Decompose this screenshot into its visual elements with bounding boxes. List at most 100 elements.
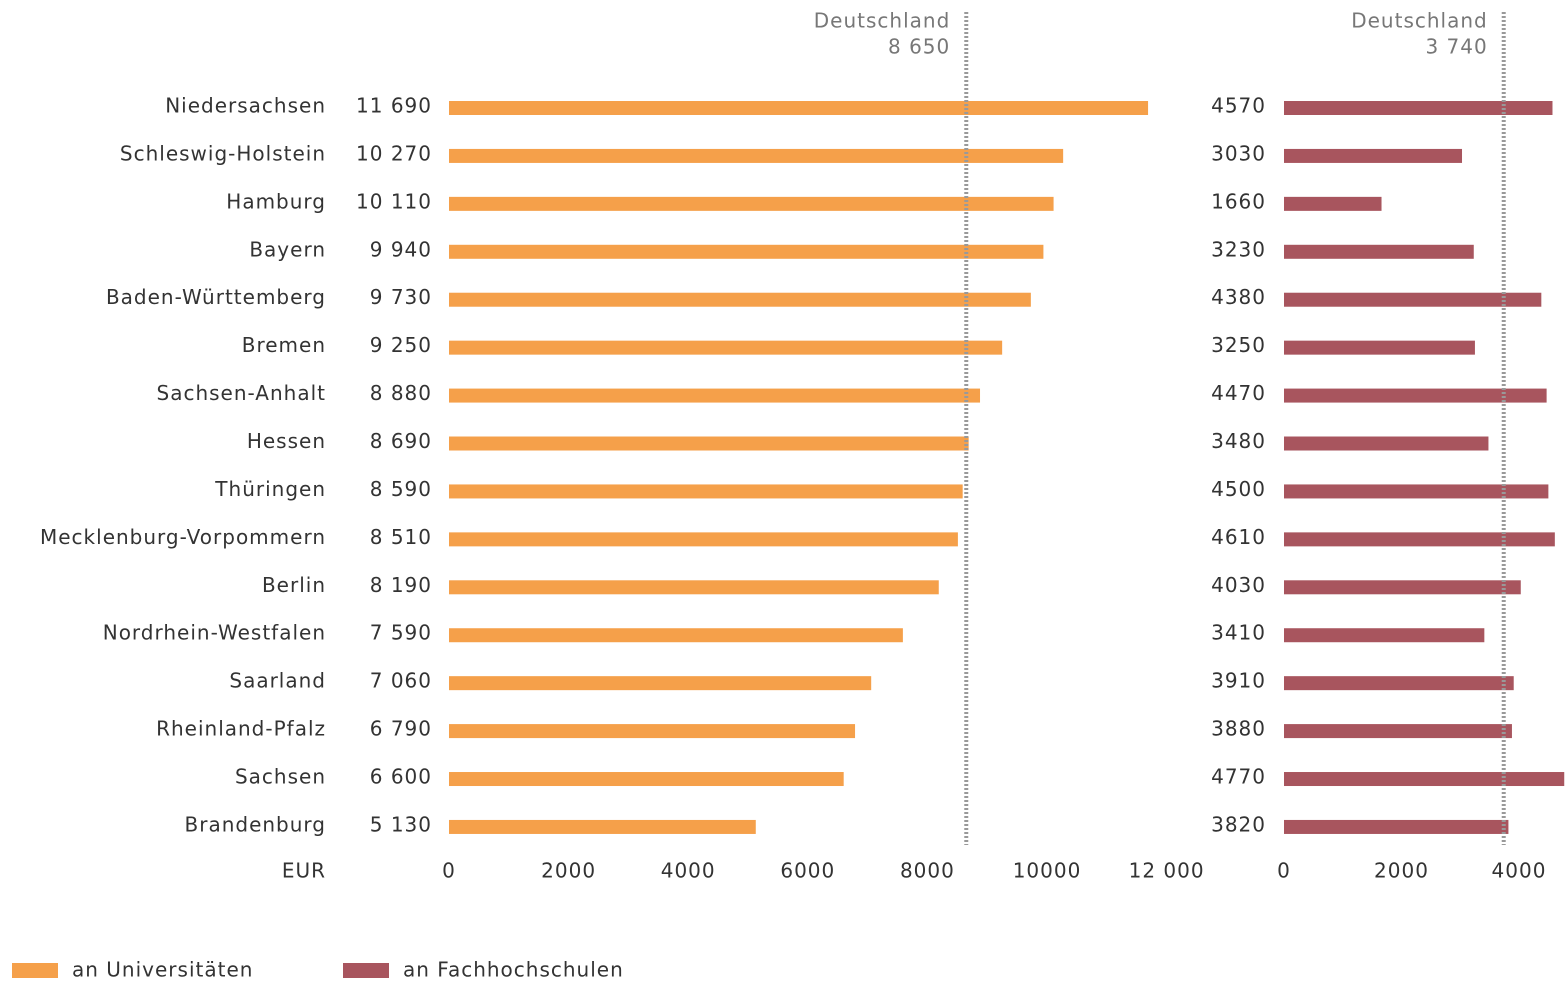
value-label: 9 940 — [370, 237, 432, 261]
value-label: 4610 — [1211, 525, 1266, 549]
category-label: Brandenburg — [185, 812, 327, 836]
category-label: Thüringen — [214, 477, 326, 501]
value-label: 3230 — [1211, 237, 1266, 261]
value-label: 4030 — [1211, 573, 1266, 597]
category-label: Saarland — [229, 669, 326, 693]
bar — [449, 772, 844, 787]
legend-swatch — [343, 963, 389, 978]
value-label: 8 190 — [370, 573, 432, 597]
bar — [1284, 772, 1565, 787]
legend-label: an Fachhochschulen — [403, 958, 624, 981]
bar — [449, 580, 939, 595]
bar — [449, 484, 963, 499]
bar — [449, 676, 872, 691]
value-label: 3410 — [1211, 621, 1266, 645]
x-tick-label: 8000 — [900, 859, 955, 883]
x-tick-label: 0 — [442, 859, 456, 883]
value-label: 5 130 — [370, 812, 432, 836]
value-label: 10 270 — [356, 141, 432, 165]
bar — [1284, 484, 1549, 499]
value-label: 4770 — [1211, 765, 1266, 789]
category-label: Schleswig-Holstein — [120, 141, 326, 165]
bar — [1284, 101, 1553, 115]
bar — [449, 101, 1149, 115]
category-label: Rheinland-Pfalz — [156, 717, 326, 741]
category-label: Bremen — [242, 333, 326, 357]
legend-swatch — [12, 963, 58, 978]
category-label: Hessen — [247, 429, 326, 453]
value-label: 7 060 — [370, 669, 432, 693]
reference-label: Deutschland — [1351, 9, 1488, 33]
category-label: Sachsen — [235, 765, 326, 789]
value-label: 9 250 — [370, 333, 432, 357]
x-tick-label: 12 000 — [1129, 859, 1205, 883]
value-label: 8 510 — [370, 525, 432, 549]
value-label: 11 690 — [356, 94, 432, 118]
category-label: Nordrhein-Westfalen — [103, 621, 326, 645]
value-label: 3910 — [1211, 669, 1266, 693]
bar — [1284, 196, 1382, 211]
reference-value: 3 740 — [1425, 35, 1487, 59]
bar — [449, 388, 981, 403]
bar — [449, 724, 856, 739]
x-tick-label: 10000 — [1013, 859, 1082, 883]
value-label: 4380 — [1211, 285, 1266, 309]
value-label: 7 590 — [370, 621, 432, 645]
bar — [449, 436, 969, 451]
value-label: 6 600 — [370, 765, 432, 789]
x-tick-label: 2000 — [541, 859, 596, 883]
bar — [449, 292, 1031, 307]
value-label: 4470 — [1211, 381, 1266, 405]
value-label: 3480 — [1211, 429, 1266, 453]
category-label: Bayern — [249, 237, 326, 261]
legend-label: an Universitäten — [72, 958, 253, 981]
bar — [1284, 244, 1474, 259]
bar — [449, 532, 958, 547]
x-tick-label: 4000 — [661, 859, 716, 883]
bar — [1284, 819, 1509, 834]
category-label: Niedersachsen — [165, 94, 326, 118]
bar — [1284, 292, 1542, 307]
x-tick-label: 0 — [1277, 859, 1291, 883]
bar — [449, 340, 1003, 355]
bar — [1284, 436, 1489, 451]
value-label: 8 590 — [370, 477, 432, 501]
category-label: Berlin — [262, 573, 326, 597]
value-label: 3880 — [1211, 717, 1266, 741]
category-label: Sachsen-Anhalt — [157, 381, 327, 405]
value-label: 3250 — [1211, 333, 1266, 357]
bar — [449, 628, 903, 643]
value-label: 4570 — [1211, 94, 1266, 118]
category-label: Mecklenburg-Vorpommern — [40, 525, 326, 549]
value-label: 9 730 — [370, 285, 432, 309]
x-tick-label: 2000 — [1374, 859, 1429, 883]
bar — [449, 148, 1064, 163]
bar — [449, 196, 1054, 211]
unit-label: EUR — [282, 859, 326, 883]
value-label: 8 880 — [370, 381, 432, 405]
x-tick-label: 4000 — [1492, 859, 1547, 883]
value-label: 8 690 — [370, 429, 432, 453]
bar — [1284, 532, 1555, 547]
x-tick-label: 6000 — [780, 859, 835, 883]
value-label: 3820 — [1211, 812, 1266, 836]
category-label: Hamburg — [226, 189, 326, 213]
bar — [449, 819, 756, 834]
category-label: Baden-Württemberg — [106, 285, 326, 309]
value-label: 3030 — [1211, 141, 1266, 165]
bar — [1284, 676, 1514, 691]
reference-label: Deutschland — [814, 9, 951, 33]
bar — [1284, 628, 1485, 643]
reference-value: 8 650 — [888, 35, 950, 59]
bar — [1284, 148, 1463, 163]
bar — [1284, 724, 1512, 739]
value-label: 1660 — [1211, 189, 1266, 213]
bar — [1284, 580, 1521, 595]
value-label: 6 790 — [370, 717, 432, 741]
bar — [449, 244, 1044, 259]
value-label: 10 110 — [356, 189, 432, 213]
bar — [1284, 340, 1475, 355]
value-label: 4500 — [1211, 477, 1266, 501]
bar — [1284, 388, 1547, 403]
